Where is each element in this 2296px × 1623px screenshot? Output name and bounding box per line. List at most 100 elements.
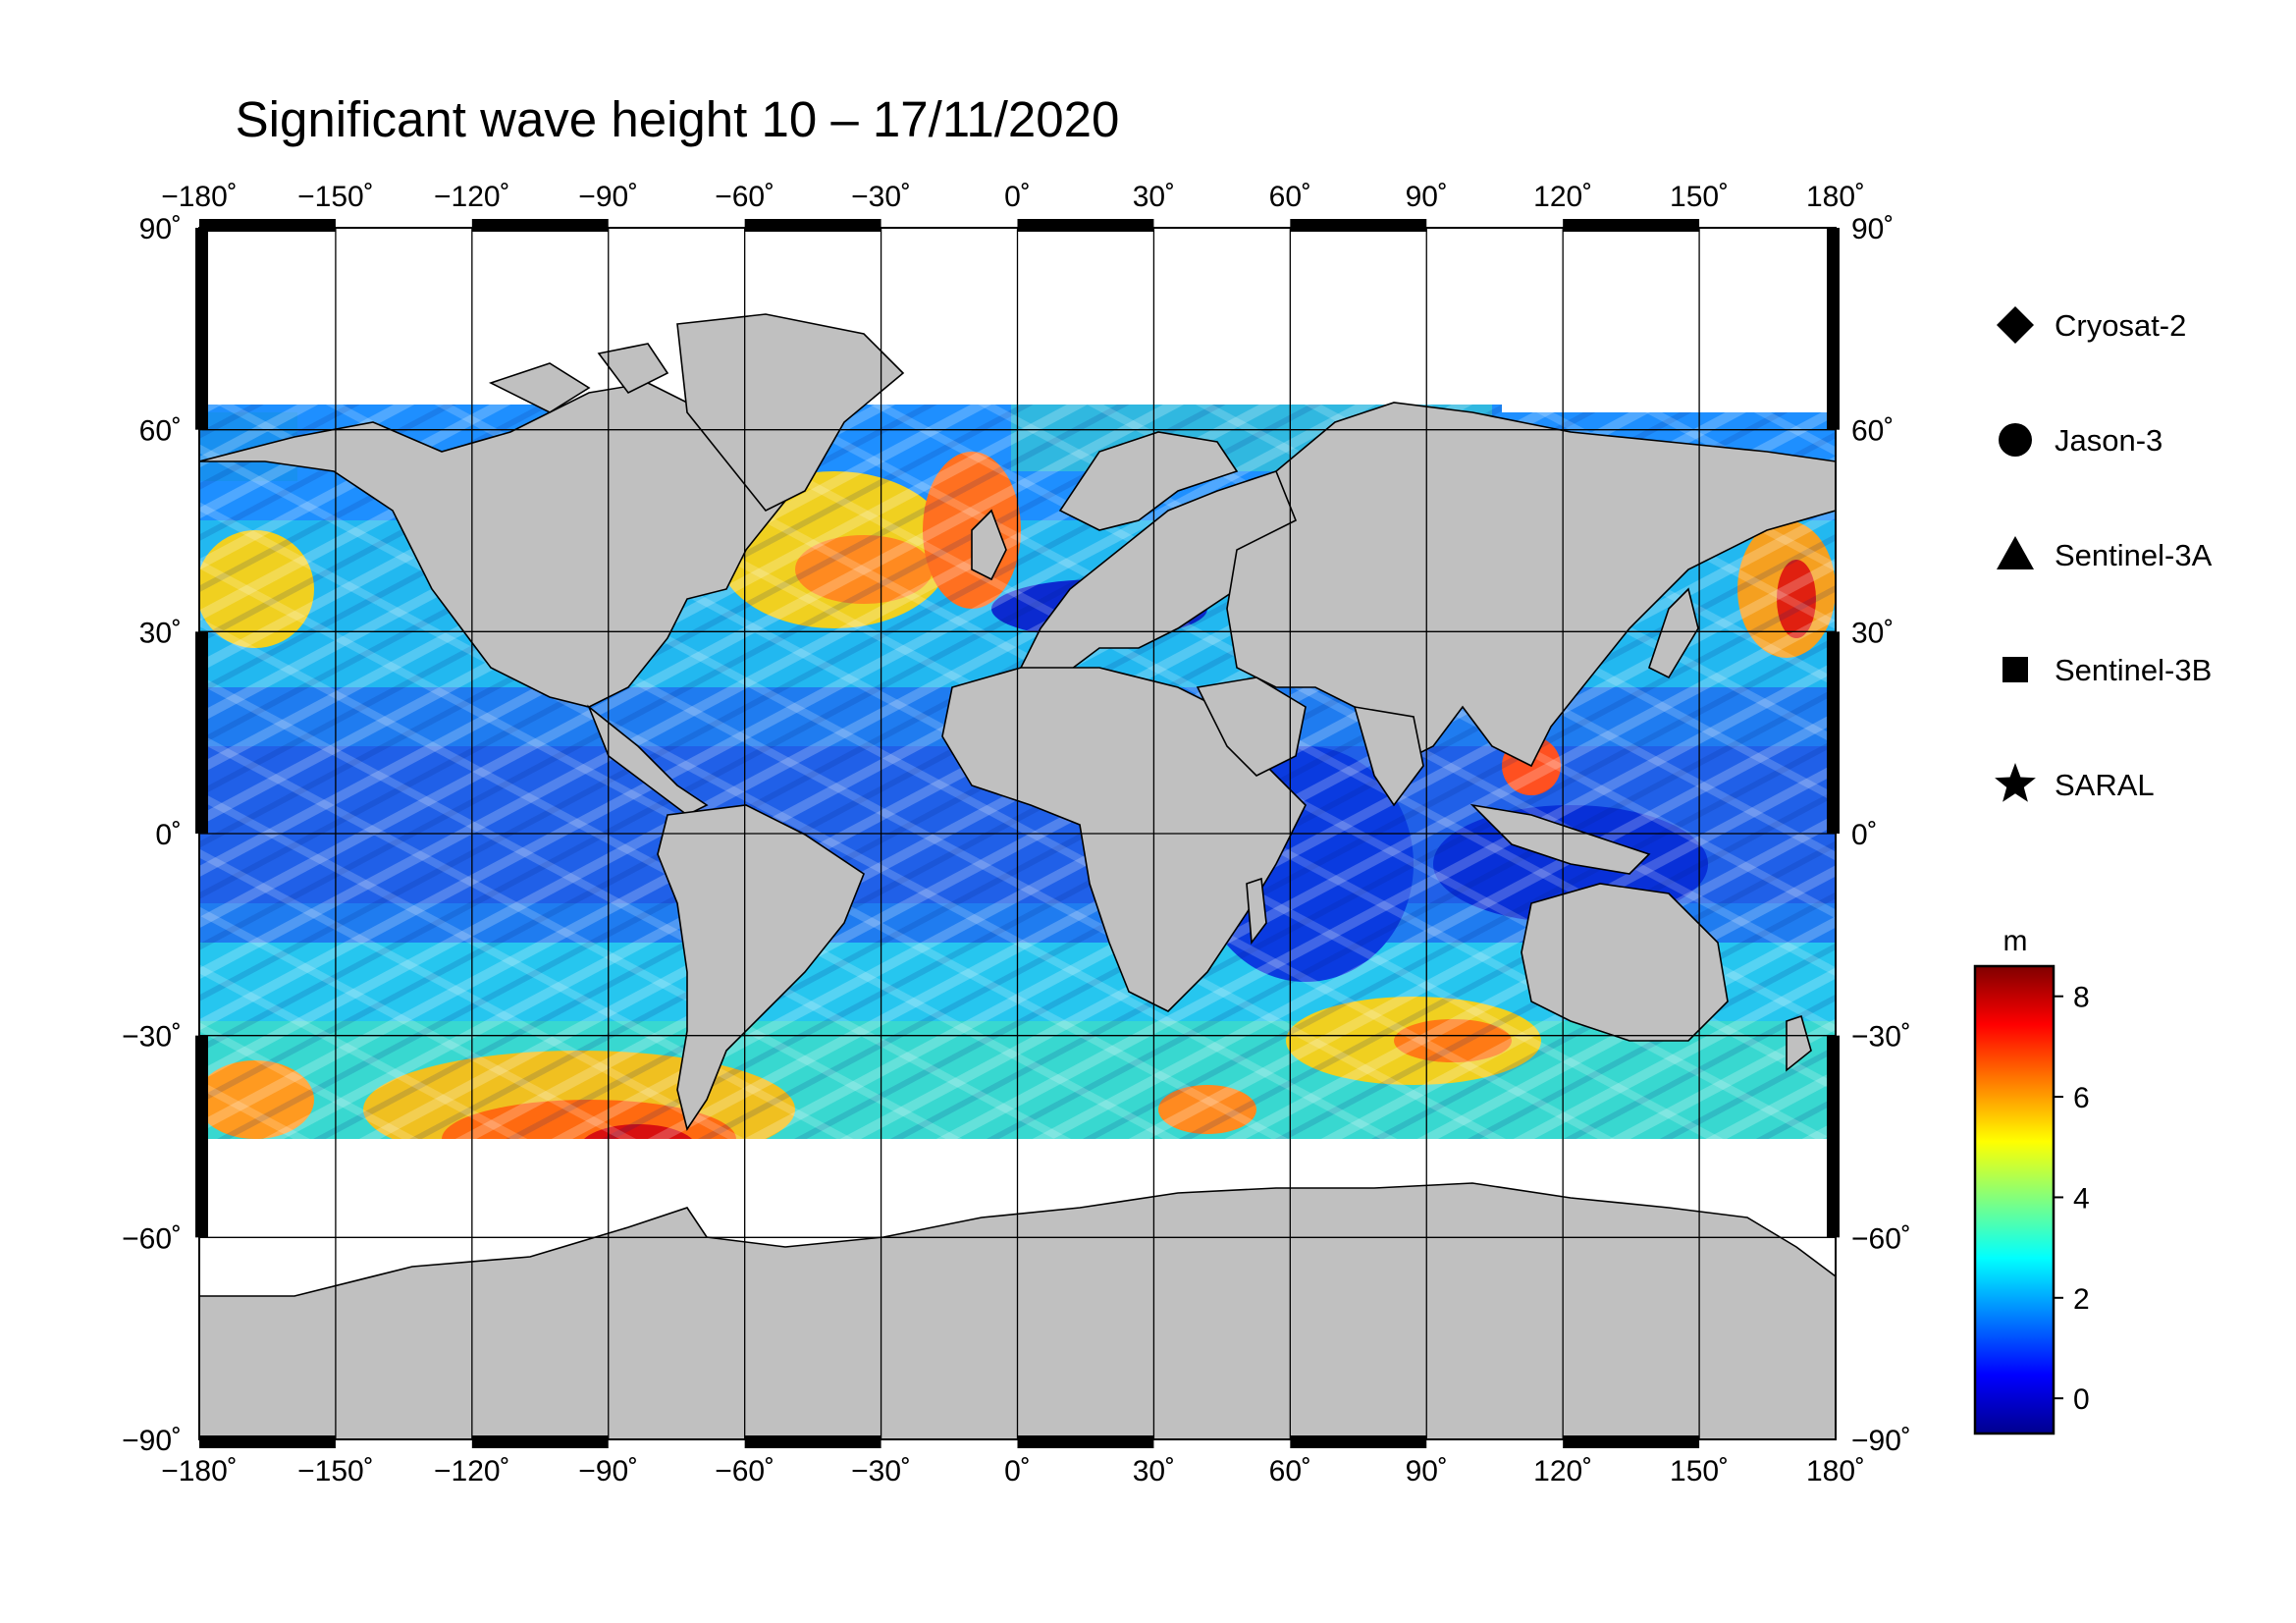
lat-tick-label: 30˚ <box>1851 617 1894 649</box>
lon-tick-label: −120˚ <box>434 181 510 213</box>
map-title: Significant wave height 10 – 17/11/2020 <box>235 91 1120 147</box>
lat-ticks-right: 90˚ 60˚ 30˚ 0˚ −30˚ −60˚ −90˚ <box>1851 213 1911 1457</box>
lon-tick-label: −180˚ <box>161 1455 238 1488</box>
lon-tick-label: 150˚ <box>1670 181 1729 213</box>
frame-bar-right <box>1827 228 1840 430</box>
frame-bar-top <box>199 219 336 232</box>
madagascar <box>1246 877 1267 946</box>
legend-label: SARAL <box>2055 768 2155 802</box>
colorbar-tick-label: 2 <box>2073 1283 2090 1316</box>
frame-bar-right <box>1827 631 1840 834</box>
frame-bar-bottom <box>199 1435 336 1448</box>
japan-islands <box>1648 587 1699 679</box>
new-zealand <box>1786 1014 1812 1072</box>
colorbar-tick-label: 8 <box>2073 982 2090 1014</box>
legend-label: Cryosat-2 <box>2055 308 2186 343</box>
frame-bar-left <box>195 228 208 430</box>
lon-tick-label: 90˚ <box>1406 181 1448 213</box>
frame-bar-top <box>1290 219 1427 232</box>
lon-tick-label: 0˚ <box>1004 1455 1031 1488</box>
satellite-legend: Cryosat-2 Jason-3 Sentinel-3A Sentinel-3B SA… <box>1995 306 2213 802</box>
british-isles <box>971 509 1007 581</box>
lon-ticks-top: −180˚ −150˚ −120˚ −90˚ −60˚ −30˚ 0˚ 30˚ 60˚ 90˚ 12… <box>161 181 1865 213</box>
lon-tick-label: 0˚ <box>1004 181 1031 213</box>
lon-tick-label: 90˚ <box>1406 1455 1448 1488</box>
greenland-landmass <box>676 313 905 513</box>
central-america-landmass <box>587 704 709 816</box>
lon-tick-label: 30˚ <box>1133 181 1175 213</box>
scandinavia-landmass <box>1058 431 1239 531</box>
lon-tick-label: 60˚ <box>1269 1455 1311 1488</box>
north-america-landmass <box>199 382 787 708</box>
lat-tick-label: 60˚ <box>139 415 182 448</box>
lon-tick-label: 180˚ <box>1806 181 1865 213</box>
lat-tick-label: 0˚ <box>1851 819 1878 851</box>
arabian-peninsula <box>1196 676 1307 777</box>
circle-icon <box>1999 423 2032 457</box>
lon-tick-label: 120˚ <box>1533 181 1592 213</box>
frame-bar-bottom <box>1290 1435 1427 1448</box>
arctic-islands <box>488 343 669 413</box>
frame-bar-top <box>1017 219 1154 232</box>
colorbar-tick-label: 4 <box>2073 1182 2090 1215</box>
star-icon <box>1995 763 2036 802</box>
lon-tick-label: 120˚ <box>1533 1455 1592 1488</box>
frame-bar-bottom <box>471 1435 609 1448</box>
colorbar-ticks: 8 6 4 2 0 <box>2054 982 2090 1416</box>
lat-tick-label: −30˚ <box>1851 1021 1911 1054</box>
lon-tick-label: 60˚ <box>1269 181 1311 213</box>
lat-tick-label: −60˚ <box>122 1222 182 1255</box>
colorbar: m 8 6 4 2 0 <box>1973 925 2090 1435</box>
legend-label: Jason-3 <box>2055 423 2163 458</box>
lon-ticks-bottom: −180˚ −150˚ −120˚ −90˚ −60˚ −30˚ 0˚ 30˚ 60˚ 90˚ 12… <box>161 1455 1865 1488</box>
lon-tick-label: −60˚ <box>715 1455 774 1488</box>
lon-tick-label: −120˚ <box>434 1455 510 1488</box>
frame-bar-top <box>1563 219 1700 232</box>
map-area <box>199 228 1836 1439</box>
lon-tick-label: 30˚ <box>1133 1455 1175 1488</box>
square-icon <box>2002 657 2028 682</box>
lat-tick-label: 30˚ <box>139 617 182 649</box>
lat-tick-label: 90˚ <box>1851 213 1894 245</box>
colorbar-gradient <box>1973 964 2056 1435</box>
lat-tick-label: −30˚ <box>122 1021 182 1054</box>
indonesia-islands <box>1469 803 1651 875</box>
lon-tick-label: 180˚ <box>1806 1455 1865 1488</box>
africa-landmass <box>941 667 1307 1012</box>
lat-tick-label: 0˚ <box>155 819 182 851</box>
frame-bar-bottom <box>1563 1435 1700 1448</box>
lon-tick-label: −90˚ <box>578 1455 638 1488</box>
south-america-landmass <box>657 804 865 1131</box>
graticule <box>199 228 1836 1439</box>
frame-bar-bottom <box>744 1435 881 1448</box>
lon-tick-label: −30˚ <box>851 181 911 213</box>
lat-tick-label: −60˚ <box>1851 1222 1911 1255</box>
frame-bar-right <box>1827 1035 1840 1238</box>
australia-landmass <box>1521 883 1729 1042</box>
legend-label: Sentinel-3A <box>2055 538 2213 572</box>
lon-tick-label: −90˚ <box>578 181 638 213</box>
triangle-icon <box>1997 536 2034 569</box>
lat-tick-label: 60˚ <box>1851 415 1894 448</box>
lon-tick-label: 150˚ <box>1670 1455 1729 1488</box>
lon-tick-label: −150˚ <box>297 1455 374 1488</box>
frame-bar-top <box>744 219 881 232</box>
frame-bar-bottom <box>1017 1435 1154 1448</box>
legend-label: Sentinel-3B <box>2055 653 2212 687</box>
asia-landmass <box>1226 402 1836 768</box>
frame-bar-left <box>195 631 208 834</box>
lat-tick-label: 90˚ <box>139 213 182 245</box>
lon-tick-label: −30˚ <box>851 1455 911 1488</box>
diamond-icon <box>1997 306 2034 344</box>
lon-tick-label: −60˚ <box>715 181 774 213</box>
lon-tick-label: −150˚ <box>297 181 374 213</box>
lon-tick-label: −180˚ <box>161 181 238 213</box>
lat-ticks-left: 90˚ 60˚ 30˚ 0˚ −30˚ −60˚ −90˚ <box>122 213 182 1457</box>
lat-tick-label: −90˚ <box>1851 1425 1911 1457</box>
indian-subcontinent <box>1353 706 1424 807</box>
colorbar-tick-label: 0 <box>2073 1383 2090 1416</box>
frame-bar-left <box>195 1035 208 1238</box>
frame-bars <box>195 219 1840 1448</box>
colorbar-tick-label: 6 <box>2073 1082 2090 1114</box>
